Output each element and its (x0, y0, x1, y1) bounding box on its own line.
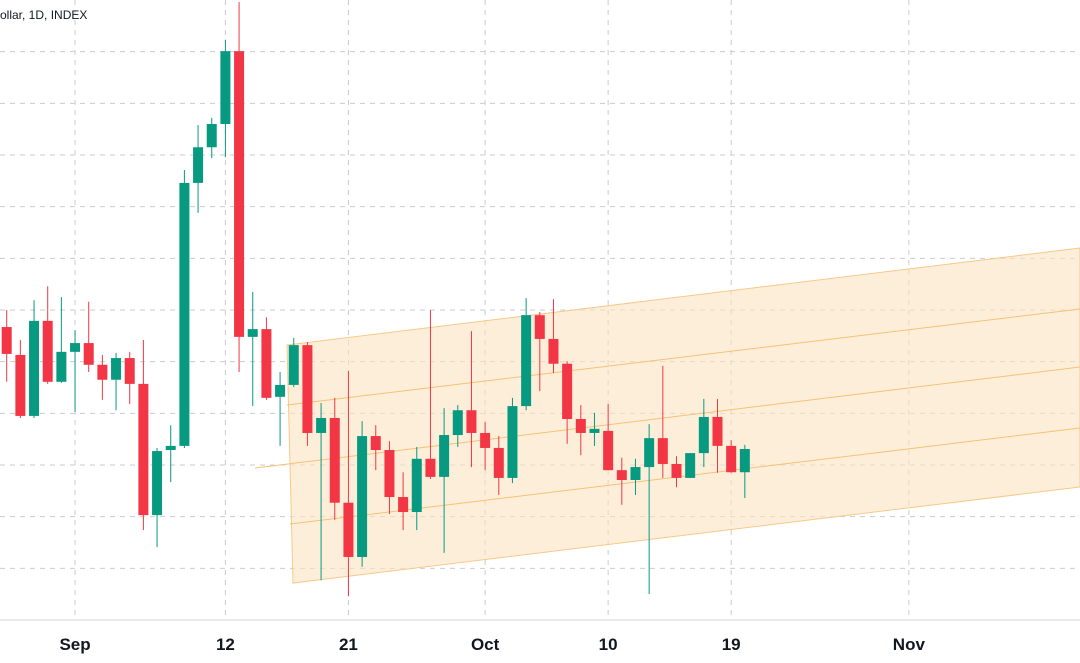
x-tick-label: Nov (893, 635, 926, 654)
candle-body (726, 445, 737, 473)
candle-body (657, 438, 668, 464)
candle-body (575, 419, 586, 433)
candle-body (357, 436, 368, 557)
candle-body (534, 315, 545, 339)
candle-body (165, 445, 176, 451)
channel-line (286, 308, 1080, 406)
candle-body (261, 329, 272, 398)
candle-body (685, 453, 696, 478)
candle-body (124, 358, 135, 384)
candle-body (138, 383, 149, 516)
candle-body (507, 406, 518, 478)
candle-body (234, 51, 245, 337)
x-tick-label: 12 (216, 635, 235, 654)
candle-body (521, 315, 532, 407)
candle-body (466, 410, 477, 433)
candle-body (83, 343, 94, 365)
candle-body (56, 351, 67, 382)
candle-body (712, 416, 723, 446)
candle-body (411, 458, 422, 513)
candle-body (698, 416, 709, 454)
candle-body (152, 451, 163, 516)
candle-body (603, 430, 614, 471)
x-tick-label: 10 (599, 635, 618, 654)
candle-body (29, 320, 40, 416)
candle-body (439, 435, 450, 477)
candle-body (42, 320, 53, 382)
candle-body (452, 410, 463, 436)
candle-body (398, 497, 409, 513)
candle-body (493, 447, 504, 478)
candle-body (644, 438, 655, 468)
x-tick-label: Sep (59, 635, 90, 654)
candle-body (247, 329, 258, 337)
candle-body (425, 458, 436, 477)
candle-body (206, 124, 217, 148)
candle-body (562, 363, 573, 420)
candle-body (343, 502, 354, 557)
candle-body (220, 51, 231, 124)
x-axis: Sep 12 21 Oct 10 19 Nov (59, 635, 925, 654)
x-tick-label: 21 (339, 635, 358, 654)
x-tick-label: 19 (722, 635, 741, 654)
candle-body (589, 428, 600, 433)
candles (1, 2, 750, 597)
candle-body (15, 354, 26, 416)
candle-body (329, 417, 340, 503)
x-tick-label: Oct (471, 635, 500, 654)
candle-body (630, 467, 641, 480)
chart-title: ollar, 1D, INDEX (0, 8, 87, 22)
candle-body (671, 463, 682, 478)
candle-body (370, 436, 381, 451)
candle-body (616, 470, 627, 480)
candle-body (70, 343, 81, 352)
candle-body (1, 327, 12, 354)
regression-channel (254, 247, 1080, 584)
candle-body (302, 345, 313, 433)
candle-body (97, 364, 108, 380)
candle-body (288, 345, 299, 385)
candle-body (179, 182, 190, 446)
candle-body (480, 432, 491, 448)
candle-body (384, 450, 395, 498)
candle-body (316, 417, 327, 433)
candle-body (739, 448, 750, 473)
candle-body (275, 384, 286, 397)
candle-body (111, 358, 122, 380)
candle-body (193, 147, 204, 183)
candle-body (548, 338, 559, 364)
